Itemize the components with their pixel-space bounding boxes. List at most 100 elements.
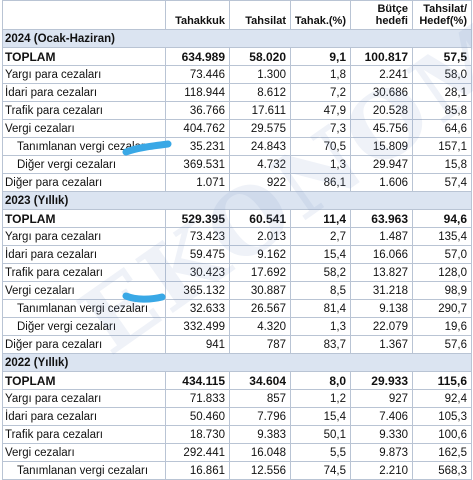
table-cell: 58,0 — [412, 65, 472, 84]
row-label: Trafik para cezaları — [2, 101, 166, 120]
table-cell: 74,5 — [290, 461, 351, 480]
table-cell: 2,7 — [290, 227, 351, 246]
row-label: Yargı para cezaları — [2, 65, 166, 84]
row-label: İdari para cezaları — [2, 407, 166, 426]
table-cell: 83,7 — [290, 335, 351, 354]
table-cell: 16.066 — [350, 245, 413, 264]
table-cell: 29.947 — [350, 155, 413, 174]
column-header — [2, 0, 166, 30]
table-row: Yargı para cezaları 73.446 1.300 1,8 2.241 58… — [2, 65, 472, 84]
table-cell: 100.817 — [350, 47, 413, 66]
table-row: Trafik para cezaları 36.766 17.611 47,9 20.5… — [2, 101, 472, 120]
table-cell: 332.499 — [165, 317, 230, 336]
row-label: Vergi cezaları — [2, 281, 166, 300]
table-row: Yargı para cezaları 73.423 2.013 2,7 1.487 13… — [2, 227, 472, 246]
table-row: Tanımlanan vergi cezaları 16.861 12.556 74,… — [2, 461, 472, 480]
table-cell: 16.861 — [165, 461, 230, 480]
row-label: Vergi cezaları — [2, 119, 166, 138]
table-row: Diğer para cezaları 1.071 922 86,1 1.606 57,4 — [2, 173, 472, 192]
table-cell: 92,4 — [412, 389, 472, 408]
table-cell: 19,6 — [412, 317, 472, 336]
table-cell: 529.395 — [165, 209, 230, 228]
table-cell: 9.138 — [350, 299, 413, 318]
row-label: Tanımlanan vergi cezaları — [2, 137, 166, 156]
table-cell: 941 — [165, 335, 230, 354]
table-cell: 63.963 — [350, 209, 413, 228]
table-row: Tanımlanan vergi cezaları 35.231 24.843 70,… — [2, 137, 472, 156]
table-cell: 434.115 — [165, 371, 230, 390]
table-cell: 15,4 — [290, 245, 351, 264]
table-cell: 4.320 — [229, 317, 291, 336]
row-label: Diğer para cezaları — [2, 173, 166, 192]
row-label: İdari para cezaları — [2, 83, 166, 102]
row-label: Diğer vergi cezaları — [2, 155, 166, 174]
table-cell: 9.330 — [350, 425, 413, 444]
table-cell: 30.423 — [165, 263, 230, 282]
row-label: Tanımlanan vergi cezaları — [2, 461, 166, 480]
table-cell: 30.686 — [350, 83, 413, 102]
table-cell: 290,7 — [412, 299, 472, 318]
table-cell: 60.541 — [229, 209, 291, 228]
row-label: İdari para cezaları — [2, 245, 166, 264]
table-cell: 15,8 — [412, 155, 472, 174]
table-cell: 34.604 — [229, 371, 291, 390]
table-cell: 30.887 — [229, 281, 291, 300]
table-cell: 1.300 — [229, 65, 291, 84]
table-cell: 57,6 — [412, 335, 472, 354]
table-cell: 57,0 — [412, 245, 472, 264]
table-cell: 15.809 — [350, 137, 413, 156]
table-cell: 922 — [229, 173, 291, 192]
table-cell: 118.944 — [165, 83, 230, 102]
table-cell: 81,4 — [290, 299, 351, 318]
table-cell: 94,6 — [412, 209, 472, 228]
table-cell: 57,4 — [412, 173, 472, 192]
table-row: İdari para cezaları 50.460 7.796 15,4 7.406 1… — [2, 407, 472, 426]
table-cell: 12.556 — [229, 461, 291, 480]
table-cell: 1.071 — [165, 173, 230, 192]
year-label: 2024 (Ocak-Haziran) — [2, 29, 472, 48]
table-cell: 1,2 — [290, 389, 351, 408]
table-row: TOPLAM 529.395 60.541 11,4 63.963 94,6 — [2, 209, 472, 228]
table-cell: 73.446 — [165, 65, 230, 84]
row-label: Trafik para cezaları — [2, 263, 166, 282]
table-row: Trafik para cezaları 30.423 17.692 58,2 13.8… — [2, 263, 472, 282]
table-cell: 7,3 — [290, 119, 351, 138]
table-cell: 35.231 — [165, 137, 230, 156]
table-cell: 22.079 — [350, 317, 413, 336]
table-cell: 115,6 — [412, 371, 472, 390]
year-label: 2022 (Yıllık) — [2, 353, 472, 372]
table-row: İdari para cezaları 118.944 8.612 7,2 30.686… — [2, 83, 472, 102]
table-cell: 71.833 — [165, 389, 230, 408]
table-cell: 50.460 — [165, 407, 230, 426]
table-cell: 162,5 — [412, 443, 472, 462]
table-row: Diğer para cezaları 941 787 83,7 1.367 57,6 — [2, 335, 472, 354]
table-cell: 45.756 — [350, 119, 413, 138]
table-cell: 9.162 — [229, 245, 291, 264]
column-header: Tahsilat/Hedef(%) — [412, 0, 472, 30]
row-label: Yargı para cezaları — [2, 389, 166, 408]
column-header-label: hedefi — [375, 15, 408, 27]
column-header-label: Tahak.(%) — [294, 15, 346, 27]
table-cell: 787 — [229, 335, 291, 354]
table-cell: 5,5 — [290, 443, 351, 462]
table-cell: 11,4 — [290, 209, 351, 228]
column-header: Tahsilat — [229, 0, 291, 30]
table-cell: 8,0 — [290, 371, 351, 390]
table-cell: 1,3 — [290, 317, 351, 336]
table-cell: 1,3 — [290, 155, 351, 174]
table-cell: 64,6 — [412, 119, 472, 138]
column-header-label: Tahakkuk — [175, 15, 225, 27]
table-row: Diğer vergi cezaları 369.531 4.732 1,3 29.94… — [2, 155, 472, 174]
table-cell: 128,0 — [412, 263, 472, 282]
table-cell: 2.013 — [229, 227, 291, 246]
table-cell: 365.132 — [165, 281, 230, 300]
table-cell: 100,6 — [412, 425, 472, 444]
table-cell: 17.692 — [229, 263, 291, 282]
table-cell: 31.218 — [350, 281, 413, 300]
table-cell: 50,1 — [290, 425, 351, 444]
table-cell: 634.989 — [165, 47, 230, 66]
table-cell: 7,2 — [290, 83, 351, 102]
table-row: Trafik para cezaları 18.730 9.383 50,1 9.330… — [2, 425, 472, 444]
table-cell: 24.843 — [229, 137, 291, 156]
